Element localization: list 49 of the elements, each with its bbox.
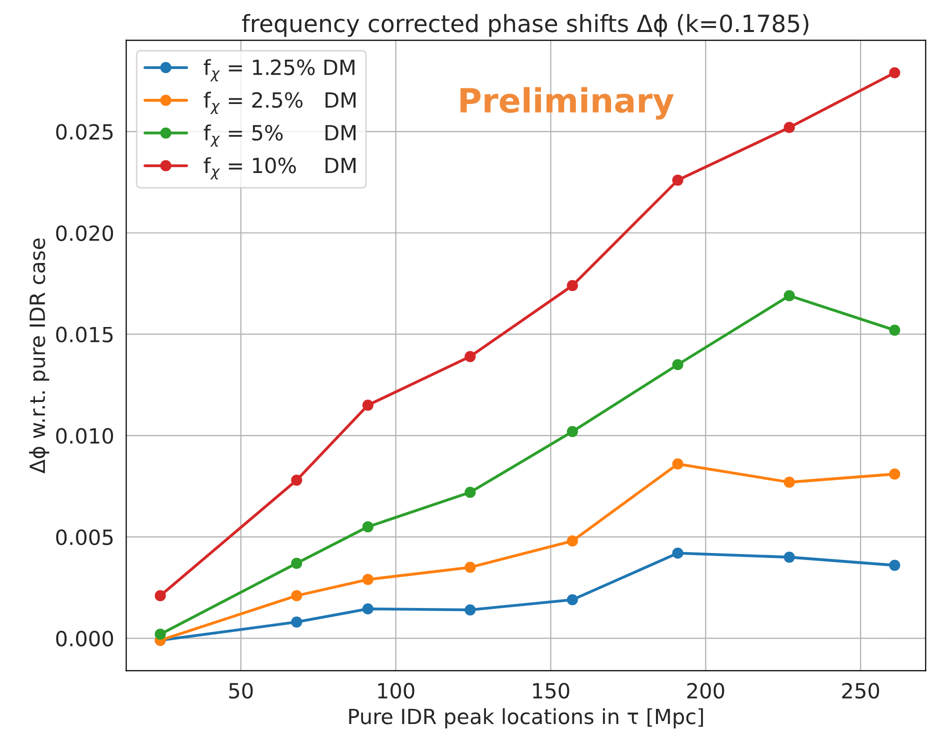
point xyxy=(464,350,476,362)
y-tick-label: 0.020 xyxy=(56,225,114,242)
point xyxy=(362,603,374,614)
point xyxy=(291,590,302,602)
x-tick-label: 150 xyxy=(533,682,570,699)
point xyxy=(362,574,374,586)
point xyxy=(889,560,900,571)
point xyxy=(672,359,684,370)
point xyxy=(291,474,302,486)
point xyxy=(362,521,374,532)
y-tick-label: 0.025 xyxy=(56,124,113,140)
point xyxy=(784,290,795,302)
point xyxy=(464,604,476,616)
legend-label: f$_{χ}$ = 2.5% DM xyxy=(204,92,356,114)
x-tick-label: 200 xyxy=(687,682,724,699)
point xyxy=(291,616,302,628)
legend-label: f$_{χ}$ = 5% DM xyxy=(204,124,356,147)
point xyxy=(672,458,684,470)
point xyxy=(672,174,684,186)
y-tick-label: 0.015 xyxy=(56,326,113,342)
chart-title: frequency corrected phase shifts Δϕ (k=0.1785) xyxy=(242,14,808,37)
y-tick-label: 0.005 xyxy=(56,529,113,546)
annotation: Preliminary xyxy=(460,87,674,120)
x-tick-label: 50 xyxy=(229,682,253,699)
point xyxy=(889,468,900,480)
point xyxy=(464,486,476,498)
y-tick-label: 0.000 xyxy=(56,630,114,646)
legend-label: f$_{χ}$ = 10% DM xyxy=(204,157,356,180)
point xyxy=(566,594,578,606)
point xyxy=(291,558,302,569)
point xyxy=(672,548,684,559)
point xyxy=(889,324,900,336)
point xyxy=(784,552,795,563)
point xyxy=(566,280,578,292)
point xyxy=(784,476,795,488)
y-tick-label: 0.010 xyxy=(56,428,114,444)
point xyxy=(154,628,166,640)
point xyxy=(566,426,578,438)
x-tick-label: 100 xyxy=(378,682,414,699)
point xyxy=(362,400,374,411)
point xyxy=(566,535,578,547)
point xyxy=(154,590,166,602)
x-tick-label: 250 xyxy=(842,682,880,699)
point xyxy=(889,67,900,78)
point xyxy=(784,122,795,134)
y-axis-title: Δϕ w.r.t. pure IDR case xyxy=(29,238,50,474)
point xyxy=(464,562,476,573)
legend-label: f$_{χ}$ = 1.25% DM xyxy=(204,59,354,82)
x-axis-title: Pure IDR peak locations in τ [Mpc] xyxy=(349,708,703,728)
